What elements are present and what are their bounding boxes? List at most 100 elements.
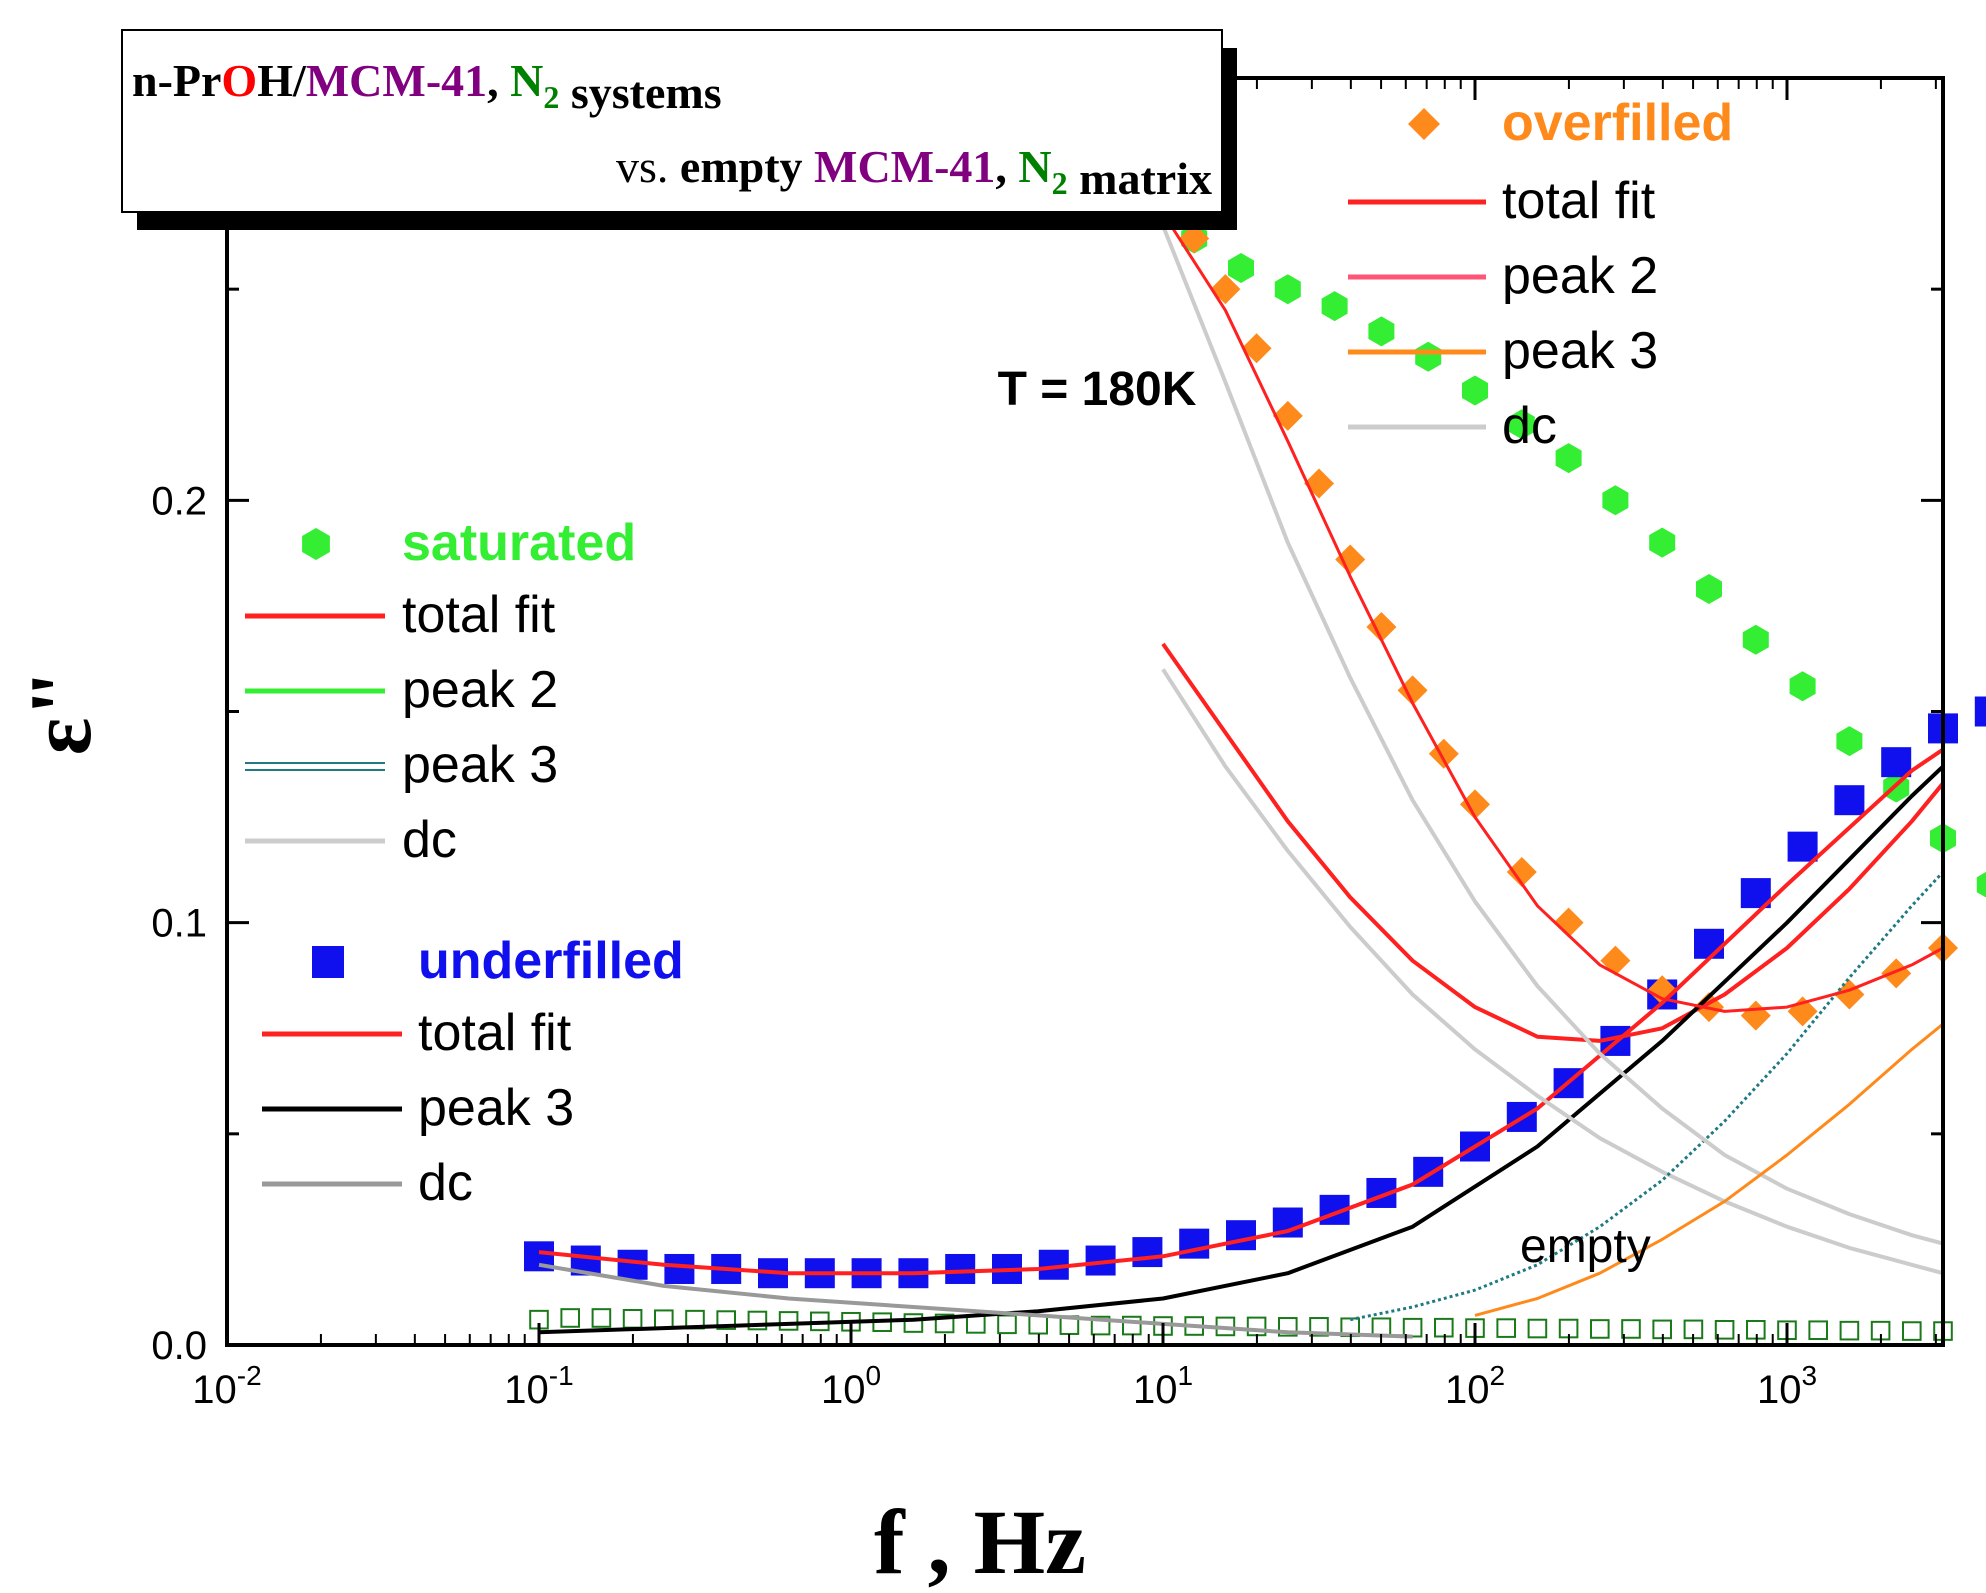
series-saturated [1181,223,1986,898]
legend-title-saturated: saturated [402,514,636,572]
data-point-saturated [1649,527,1676,558]
x-tick-label: 102 [1445,1360,1505,1412]
data-point-saturated [1696,574,1722,604]
x-tick-label: 103 [1757,1360,1817,1412]
legend-overfilled: overfilled total fit peak 2 peak 3 dc [1348,94,1733,455]
empty-label: empty [1520,1220,1651,1273]
legend-label-overfilled-peak-3: peak 3 [1502,322,1658,380]
legend-label-underfilled-dc: dc [418,1154,473,1212]
data-point-underfilled [1787,831,1818,862]
legend-label-underfilled-peak-3: peak 3 [418,1079,574,1137]
data-point-saturated [1462,375,1488,406]
data-point-saturated [1508,409,1535,440]
data-point-saturated [1321,291,1348,322]
x-tick-label: 10-2 [192,1360,261,1412]
data-point-empty [934,1313,955,1334]
data-point-saturated [1836,726,1863,757]
data-point-empty [778,1311,799,1331]
series-line-saturated-dc [1161,668,1944,1276]
series-line-overfilled-dc [1161,225,1944,1246]
legend-title-underfilled: underfilled [418,932,684,990]
legend-underfilled: underfilled total fit peak 3 dc [262,932,684,1212]
data-point-saturated [1415,341,1442,372]
x-axis-label: f , Hz [874,1491,1086,1593]
legend-label-overfilled-total-fit: total fit [1502,172,1656,230]
legend-saturated: saturated total fit peak 2 peak 3 dc [245,514,636,869]
data-point-empty [903,1313,924,1333]
legend-marker-underfilled [312,946,344,978]
data-point-saturated [1228,253,1254,283]
y-tick-label: 0.1 [151,902,207,946]
data-point-overfilled [1397,675,1428,706]
data-point-empty [1527,1318,1548,1339]
data-point-empty [1621,1319,1641,1339]
data-point-underfilled [1974,696,1986,727]
data-point-empty [1839,1320,1860,1341]
legend-label-overfilled-peak-2: peak 2 [1502,247,1658,305]
data-point-underfilled [617,1249,648,1280]
series-line-overfilled-total-fit [1161,212,1944,1013]
legend-label-saturated-dc: dc [402,811,457,869]
data-point-overfilled [1241,333,1272,364]
series-line-saturated-total-fit [1161,642,1945,1043]
data-point-saturated [1789,671,1816,702]
data-point-empty [747,1310,768,1331]
data-point-underfilled [1834,785,1865,816]
data-point-empty [1090,1315,1111,1336]
series-overfilled [1179,223,1958,1031]
data-point-empty [1496,1318,1517,1338]
legend-label-saturated-total-fit: total fit [402,586,556,644]
data-point-saturated [1976,871,1986,898]
data-point-overfilled [1881,958,1912,989]
title-line-1: n-PrOH/MCM-41, N2 systems [132,55,722,118]
data-point-underfilled [664,1253,695,1284]
y-tick-label: 0.0 [151,1324,207,1368]
data-point-empty [1902,1321,1922,1341]
y-tick-label: 0.2 [151,479,207,523]
data-point-saturated [1368,316,1395,347]
series-empty [529,1308,1953,1341]
data-point-underfilled [1694,928,1724,959]
data-point-underfilled [945,1253,976,1284]
y-axis-label: ε" [13,669,110,755]
temperature-label: T = 180K [998,363,1197,416]
data-point-saturated [1555,443,1582,474]
data-point-overfilled [1506,856,1537,887]
data-point-saturated [1274,274,1301,305]
x-tick-label: 101 [1133,1360,1193,1412]
data-point-empty [1278,1317,1298,1337]
data-point-underfilled [1226,1220,1256,1251]
data-point-empty [591,1308,612,1328]
series-line-saturated-peak-3 [1349,870,1945,1322]
data-point-overfilled [1335,544,1366,575]
title-box-frame [121,29,1223,213]
x-tick-label: 10-1 [504,1360,573,1412]
data-point-overfilled [1366,612,1397,643]
data-point-empty [1590,1319,1610,1339]
legend-marker-overfilled [1408,108,1440,140]
series-line-overfilled-peak-3 [1474,1022,1944,1317]
legend-label-saturated-peak-2: peak 2 [402,661,558,719]
legend-label-saturated-peak-3: peak 3 [402,736,558,794]
data-point-empty [997,1314,1017,1335]
data-point-empty [1808,1320,1829,1341]
data-point-empty [716,1310,737,1330]
legend-marker-saturated [302,528,330,560]
x-tick-label: 100 [821,1360,881,1412]
data-point-underfilled [1881,747,1912,778]
data-point-saturated [1742,624,1769,655]
series-line-underfilled-dc [538,1262,1413,1339]
title-line-2: vs. empty MCM-41, N2 matrix [616,141,1212,204]
data-point-overfilled [1179,223,1210,254]
series-layer [524,212,1986,1341]
title-box: n-PrOH/MCM-41, N2 systems vs. empty MCM-4… [121,29,1237,230]
series-line-underfilled-total-fit [538,747,1945,1276]
data-point-empty [560,1308,581,1328]
data-point-overfilled [1460,789,1490,820]
legend-title-overfilled: overfilled [1502,94,1733,152]
legend-label-overfilled-dc: dc [1502,397,1557,455]
series-line-underfilled-peak-3 [538,764,1945,1335]
data-point-empty [1714,1319,1735,1340]
data-point-underfilled [1132,1237,1163,1268]
